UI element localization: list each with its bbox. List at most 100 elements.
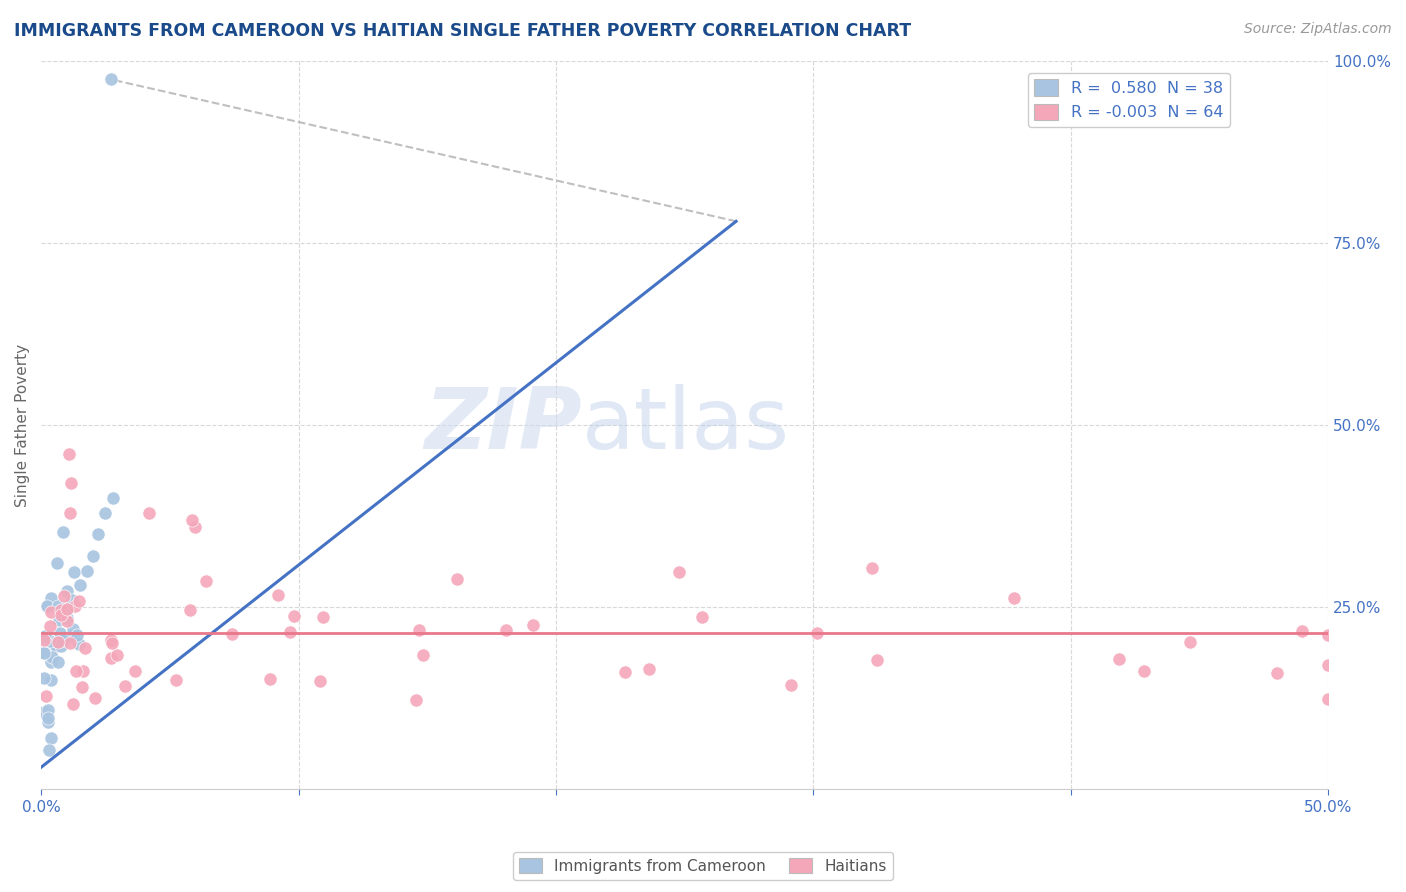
- Point: [46, 599, 69, 614]
- Point: [32, 706, 55, 720]
- Point: [56, 601, 79, 615]
- Point: [105, 648, 128, 662]
- Point: [1132, 664, 1154, 678]
- Point: [87, 527, 110, 541]
- Point: [100, 650, 122, 665]
- Point: [45, 556, 67, 570]
- Point: [1108, 652, 1130, 666]
- Point: [84, 690, 107, 705]
- Point: [405, 692, 427, 706]
- Point: [408, 623, 430, 637]
- Point: [221, 627, 243, 641]
- Point: [46, 635, 69, 649]
- Point: [32, 671, 55, 685]
- Point: [259, 672, 281, 686]
- Point: [65, 664, 87, 678]
- Text: ZIP: ZIP: [425, 384, 582, 467]
- Point: [56, 611, 79, 625]
- Point: [412, 648, 434, 662]
- Point: [69, 578, 91, 592]
- Point: [59, 629, 82, 643]
- Point: [49, 626, 72, 640]
- Point: [76, 564, 98, 578]
- Point: [66, 628, 89, 642]
- Point: [63, 599, 86, 614]
- Point: [779, 678, 801, 692]
- Point: [495, 623, 517, 637]
- Text: Source: ZipAtlas.com: Source: ZipAtlas.com: [1244, 22, 1392, 37]
- Point: [72, 680, 94, 694]
- Point: [32, 645, 55, 659]
- Legend: R =  0.580  N = 38, R = -0.003  N = 64: R = 0.580 N = 38, R = -0.003 N = 64: [1028, 73, 1230, 127]
- Point: [103, 491, 125, 505]
- Point: [58, 447, 80, 461]
- Point: [59, 635, 82, 649]
- Y-axis label: Single Father Poverty: Single Father Poverty: [15, 343, 30, 507]
- Point: [32, 646, 55, 660]
- Point: [51, 632, 73, 647]
- Point: [55, 603, 77, 617]
- Point: [67, 593, 90, 607]
- Point: [52, 590, 75, 604]
- Point: [41, 731, 63, 745]
- Point: [39, 655, 62, 669]
- Point: [522, 618, 544, 632]
- Point: [49, 603, 72, 617]
- Point: [138, 506, 160, 520]
- Point: [690, 609, 713, 624]
- Point: [1291, 624, 1313, 638]
- Point: [55, 614, 77, 628]
- Point: [100, 632, 122, 647]
- Point: [165, 673, 187, 687]
- Point: [52, 525, 75, 540]
- Point: [39, 605, 62, 619]
- Point: [56, 583, 79, 598]
- Point: [668, 565, 690, 579]
- Point: [60, 476, 83, 491]
- Point: [38, 743, 60, 757]
- Point: [41, 640, 63, 654]
- Point: [37, 703, 59, 717]
- Point: [35, 599, 58, 613]
- Text: atlas: atlas: [582, 384, 790, 467]
- Legend: Immigrants from Cameroon, Haitians: Immigrants from Cameroon, Haitians: [513, 852, 893, 880]
- Point: [613, 665, 636, 680]
- Point: [179, 603, 201, 617]
- Point: [49, 640, 72, 654]
- Point: [100, 72, 122, 87]
- Point: [114, 679, 136, 693]
- Point: [1178, 634, 1201, 648]
- Text: IMMIGRANTS FROM CAMEROON VS HAITIAN SINGLE FATHER POVERTY CORRELATION CHART: IMMIGRANTS FROM CAMEROON VS HAITIAN SING…: [14, 22, 911, 40]
- Point: [48, 614, 70, 628]
- Point: [278, 625, 301, 640]
- Point: [1265, 665, 1288, 680]
- Point: [39, 591, 62, 605]
- Point: [32, 632, 55, 647]
- Point: [73, 640, 96, 655]
- Point: [34, 689, 56, 703]
- Point: [38, 619, 60, 633]
- Point: [37, 715, 59, 730]
- Point: [309, 673, 332, 688]
- Point: [1317, 628, 1340, 642]
- Point: [195, 574, 218, 589]
- Point: [82, 549, 104, 564]
- Point: [37, 598, 59, 612]
- Point: [860, 560, 883, 574]
- Point: [94, 506, 117, 520]
- Point: [101, 636, 124, 650]
- Point: [283, 608, 305, 623]
- Point: [806, 626, 828, 640]
- Point: [37, 711, 59, 725]
- Point: [51, 608, 73, 623]
- Point: [59, 506, 82, 520]
- Point: [866, 653, 889, 667]
- Point: [67, 637, 90, 651]
- Point: [55, 603, 77, 617]
- Point: [62, 622, 84, 636]
- Point: [41, 650, 63, 665]
- Point: [124, 665, 146, 679]
- Point: [266, 589, 288, 603]
- Point: [1317, 658, 1340, 673]
- Point: [34, 629, 56, 643]
